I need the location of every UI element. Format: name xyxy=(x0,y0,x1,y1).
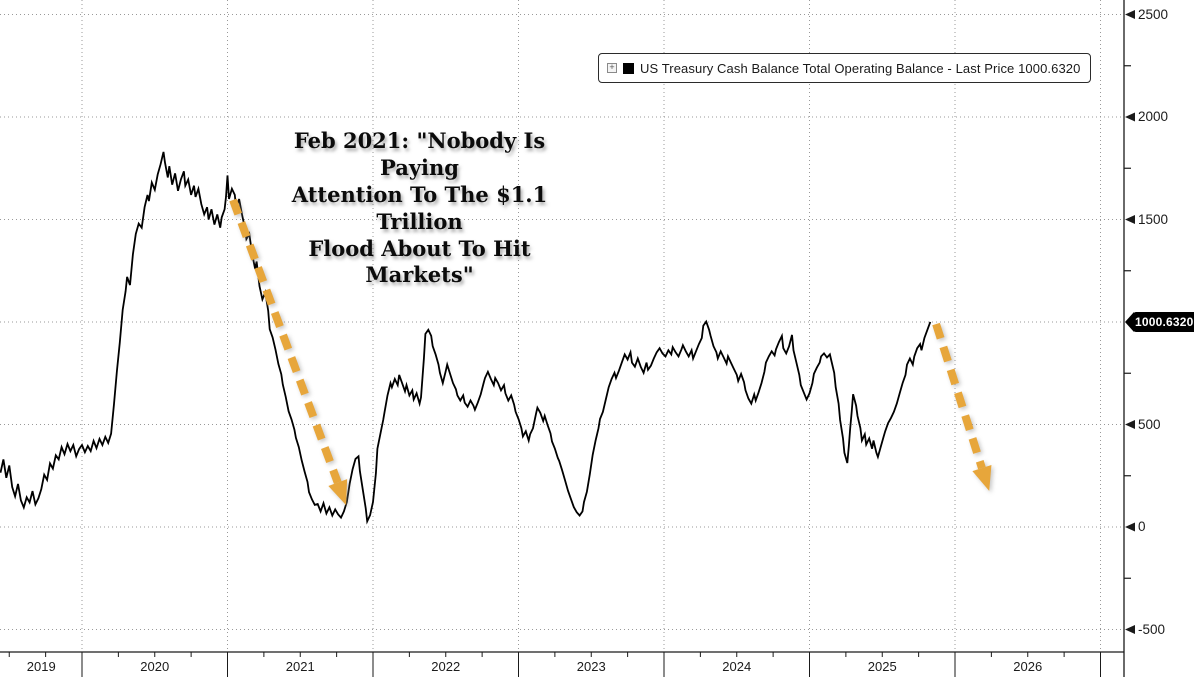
x-axis-year-label: 2025 xyxy=(867,659,897,674)
x-axis-year-label: 2024 xyxy=(722,659,752,674)
x-axis-year-label: 2020 xyxy=(140,659,170,674)
last-price-value: 1000.6320 xyxy=(1133,312,1194,332)
x-axis-year-label: 2021 xyxy=(285,659,315,674)
legend-series-swatch-icon xyxy=(623,62,634,74)
y-tick-arrow-icon xyxy=(1125,215,1135,224)
last-price-tag: 1000.6320 xyxy=(1125,312,1194,332)
series-line xyxy=(0,151,932,525)
x-axis-year-label: 2022 xyxy=(431,659,461,674)
trend-arrow xyxy=(229,198,348,506)
annotation-line-2: Attention To The $1.1 Trillion xyxy=(291,181,548,234)
y-axis-tick-label: 1500 xyxy=(1138,211,1169,227)
y-tick-arrow-icon xyxy=(1125,522,1135,532)
y-tick-arrow-icon xyxy=(1125,10,1135,19)
price-tag-pointer-icon xyxy=(1125,312,1134,332)
chart-annotation: Feb 2021: "Nobody Is Paying Attention To… xyxy=(252,128,587,289)
annotation-line-3: Flood About To Hit Markets" xyxy=(308,235,531,288)
y-axis-tick-label: 2500 xyxy=(1138,6,1169,22)
y-tick-arrow-icon xyxy=(1125,420,1135,429)
legend-series-label: US Treasury Cash Balance Total Operating… xyxy=(640,60,1081,76)
x-axis-year-label: 2026 xyxy=(1013,659,1043,674)
y-axis-tick-label: 0 xyxy=(1138,519,1146,534)
y-axis-tick-label: -500 xyxy=(1138,621,1166,637)
y-tick-arrow-icon xyxy=(1125,625,1135,634)
annotation-line-1: Feb 2021: "Nobody Is Paying xyxy=(293,128,546,180)
y-tick-arrow-icon xyxy=(1125,112,1135,122)
x-axis-year-label: 2023 xyxy=(576,659,606,674)
y-axis-tick-label: 2000 xyxy=(1138,109,1169,124)
y-axis-tick-label: 500 xyxy=(1138,416,1161,432)
legend[interactable]: + US Treasury Cash Balance Total Operati… xyxy=(598,53,1092,83)
legend-expand-icon[interactable]: + xyxy=(607,63,617,73)
trend-arrow xyxy=(932,322,992,491)
x-axis-year-label: 2019 xyxy=(26,659,56,674)
